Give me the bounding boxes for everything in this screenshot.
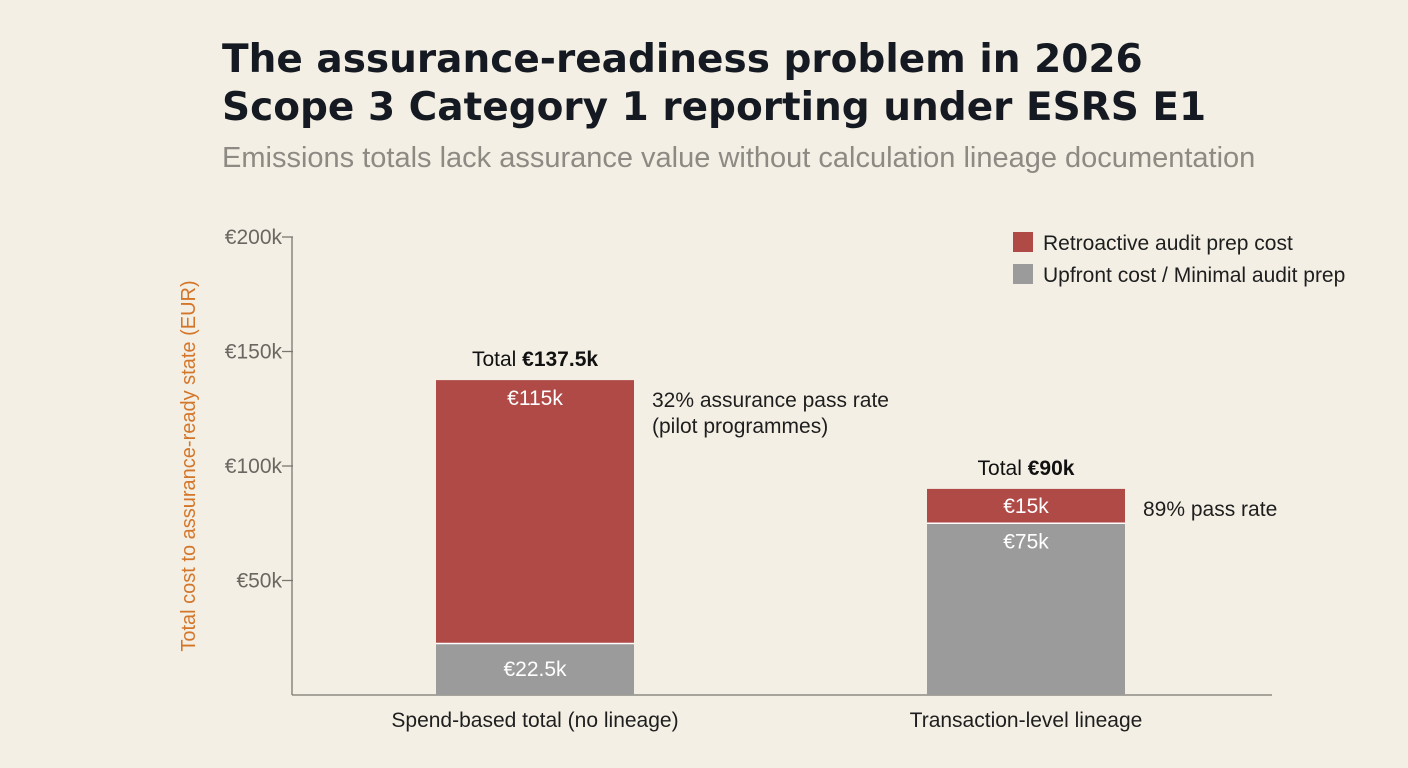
segment-value-label: €75k: [1003, 530, 1049, 553]
bar-segment: [927, 523, 1125, 695]
legend-swatch: [1013, 264, 1033, 284]
total-value: €90k: [1028, 457, 1075, 480]
x-category-label: Spend-based total (no lineage): [391, 709, 678, 732]
x-category-label: Transaction-level lineage: [910, 709, 1143, 732]
total-label: Total €137.5k: [472, 348, 598, 371]
total-label: Total €90k: [978, 457, 1075, 480]
bar-segment: [436, 380, 634, 644]
total-prefix: Total: [978, 457, 1028, 480]
y-tick-label: €100k: [225, 455, 283, 478]
chart-title-line2: Scope 3 Category 1 reporting under ESRS …: [222, 85, 1207, 130]
chart-subtitle: Emissions totals lack assurance value wi…: [222, 142, 1256, 174]
legend-swatch: [1013, 232, 1033, 252]
bar-segment: [927, 488, 1125, 524]
bar-segment: [436, 643, 634, 695]
y-tick-label: €150k: [225, 341, 283, 364]
legend-item-label: Retroactive audit prep cost: [1043, 232, 1293, 255]
segment-value-label: €22.5k: [503, 658, 567, 681]
chart-title-line1: The assurance-readiness problem in 2026: [222, 37, 1143, 82]
y-tick-label: €200k: [225, 226, 283, 249]
bar-annotation: 32% assurance pass rate: [652, 389, 889, 412]
total-prefix: Total: [472, 348, 522, 371]
bar-annotation: 89% pass rate: [1143, 498, 1277, 521]
y-tick-label: €50k: [236, 570, 282, 593]
legend-item-label: Upfront cost / Minimal audit prep: [1043, 264, 1345, 287]
segment-value-label: €115k: [507, 387, 563, 410]
bar-annotation: (pilot programmes): [652, 415, 828, 438]
segment-value-label: €15k: [1003, 495, 1049, 518]
total-value: €137.5k: [522, 348, 598, 371]
chart-title: The assurance-readiness problem in 2026 …: [222, 36, 1372, 132]
y-axis-label: Total cost to assurance-ready state (EUR…: [178, 280, 200, 651]
